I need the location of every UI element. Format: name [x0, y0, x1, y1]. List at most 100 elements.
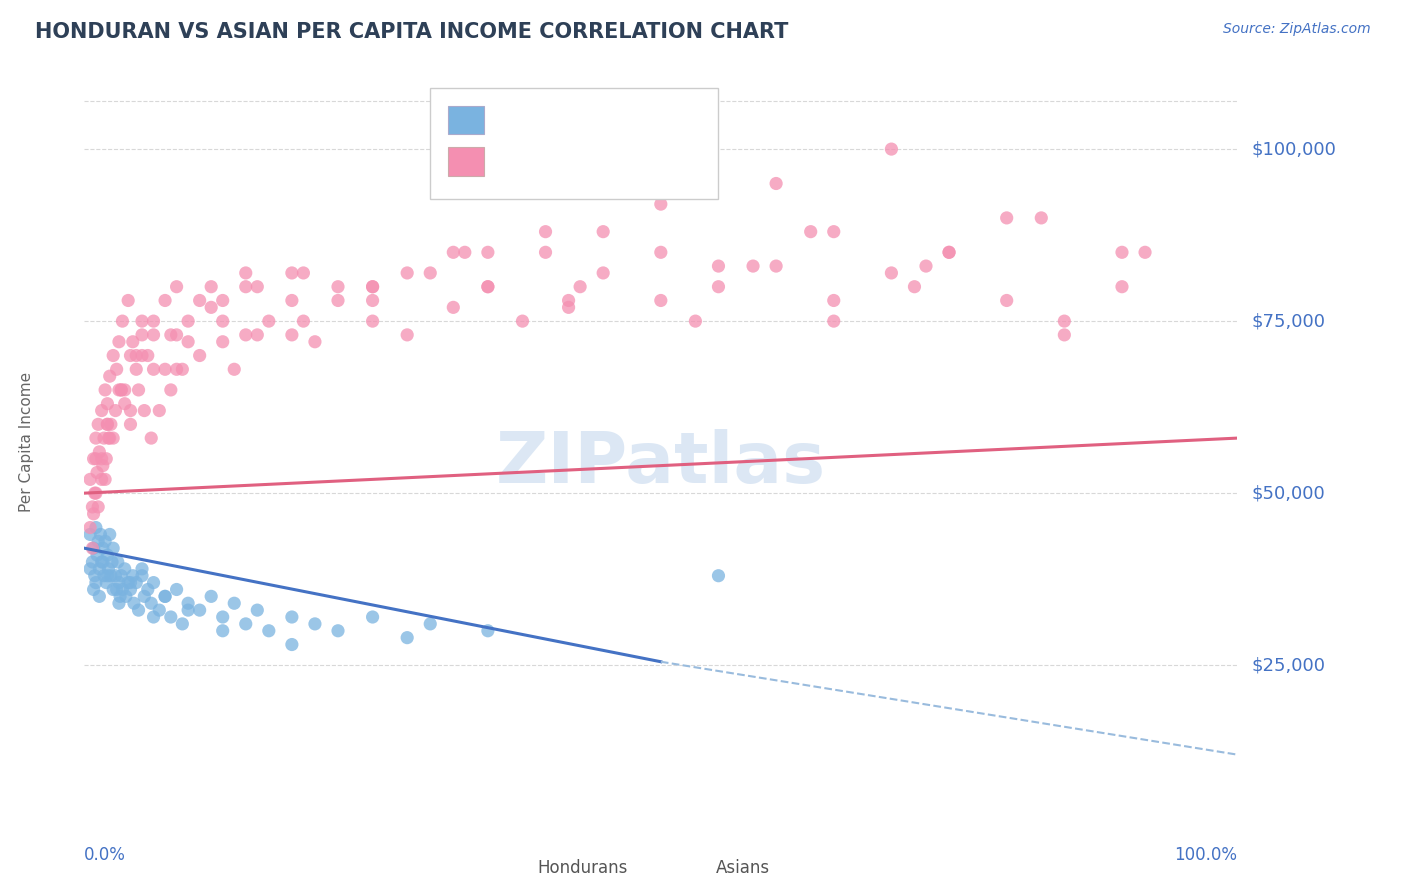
Point — [281, 327, 304, 342]
Point — [211, 293, 233, 308]
Point — [880, 142, 903, 156]
Point — [569, 279, 592, 293]
Point — [177, 314, 200, 328]
Point — [257, 624, 280, 638]
Point — [98, 527, 121, 541]
Point — [125, 575, 148, 590]
Point — [122, 596, 145, 610]
Point — [188, 603, 211, 617]
Point — [86, 548, 108, 562]
Point — [79, 527, 101, 541]
Point — [117, 575, 139, 590]
Point — [83, 582, 105, 597]
Point — [419, 616, 441, 631]
Point — [120, 403, 142, 417]
Point — [104, 568, 127, 582]
Point — [100, 568, 122, 582]
Point — [326, 293, 349, 308]
Point — [89, 527, 111, 541]
Point — [103, 431, 124, 445]
Point — [79, 562, 101, 576]
Point — [177, 596, 200, 610]
Point — [111, 582, 134, 597]
Point — [938, 245, 960, 260]
Point — [1053, 314, 1076, 328]
Point — [235, 327, 257, 342]
Point — [512, 314, 534, 328]
Point — [477, 245, 499, 260]
Point — [200, 279, 222, 293]
Point — [177, 334, 200, 349]
Point — [134, 590, 156, 604]
Point — [304, 616, 326, 631]
Point — [79, 520, 101, 534]
Point — [148, 603, 170, 617]
Point — [83, 451, 105, 466]
Point — [91, 458, 114, 473]
Point — [84, 486, 107, 500]
Point — [915, 259, 938, 273]
Point — [592, 225, 614, 239]
Point — [477, 279, 499, 293]
Point — [361, 279, 384, 293]
Point — [89, 445, 111, 459]
Point — [235, 266, 257, 280]
Point — [246, 279, 269, 293]
Point — [823, 225, 845, 239]
Point — [110, 383, 132, 397]
Point — [131, 327, 153, 342]
Text: Per Capita Income: Per Capita Income — [20, 371, 34, 512]
Point — [91, 541, 114, 556]
Point — [211, 610, 233, 624]
Point — [141, 431, 163, 445]
Text: $25,000: $25,000 — [1251, 657, 1324, 674]
Point — [765, 259, 787, 273]
Point — [707, 568, 730, 582]
Point — [592, 266, 614, 280]
Point — [111, 314, 134, 328]
Point — [685, 314, 707, 328]
Point — [650, 245, 672, 260]
Point — [224, 596, 246, 610]
Point — [96, 397, 118, 411]
Point — [121, 334, 143, 349]
Point — [765, 177, 787, 191]
Point — [94, 534, 117, 549]
Point — [419, 266, 441, 280]
Point — [125, 362, 148, 376]
Point — [84, 431, 107, 445]
Text: 0.087: 0.087 — [543, 151, 596, 169]
Point — [281, 266, 304, 280]
Point — [142, 575, 165, 590]
Point — [142, 314, 165, 328]
Point — [142, 327, 165, 342]
Point — [121, 568, 143, 582]
Point — [97, 431, 120, 445]
Point — [153, 362, 176, 376]
FancyBboxPatch shape — [494, 855, 529, 882]
Text: 100.0%: 100.0% — [1174, 847, 1237, 864]
Point — [160, 383, 183, 397]
Point — [128, 383, 150, 397]
Point — [98, 369, 121, 384]
Point — [93, 431, 115, 445]
FancyBboxPatch shape — [672, 855, 707, 882]
Point — [200, 301, 222, 315]
Point — [82, 500, 104, 514]
FancyBboxPatch shape — [447, 105, 485, 135]
Point — [108, 575, 131, 590]
Point — [86, 466, 108, 480]
Point — [534, 245, 557, 260]
Point — [153, 590, 176, 604]
Point — [1053, 327, 1076, 342]
Text: 0.0%: 0.0% — [84, 847, 127, 864]
Point — [650, 197, 672, 211]
Point — [98, 431, 121, 445]
Point — [108, 590, 131, 604]
Point — [87, 417, 110, 432]
Point — [128, 603, 150, 617]
Point — [115, 590, 138, 604]
Text: Hondurans: Hondurans — [537, 859, 628, 877]
Point — [211, 624, 233, 638]
Point — [477, 624, 499, 638]
